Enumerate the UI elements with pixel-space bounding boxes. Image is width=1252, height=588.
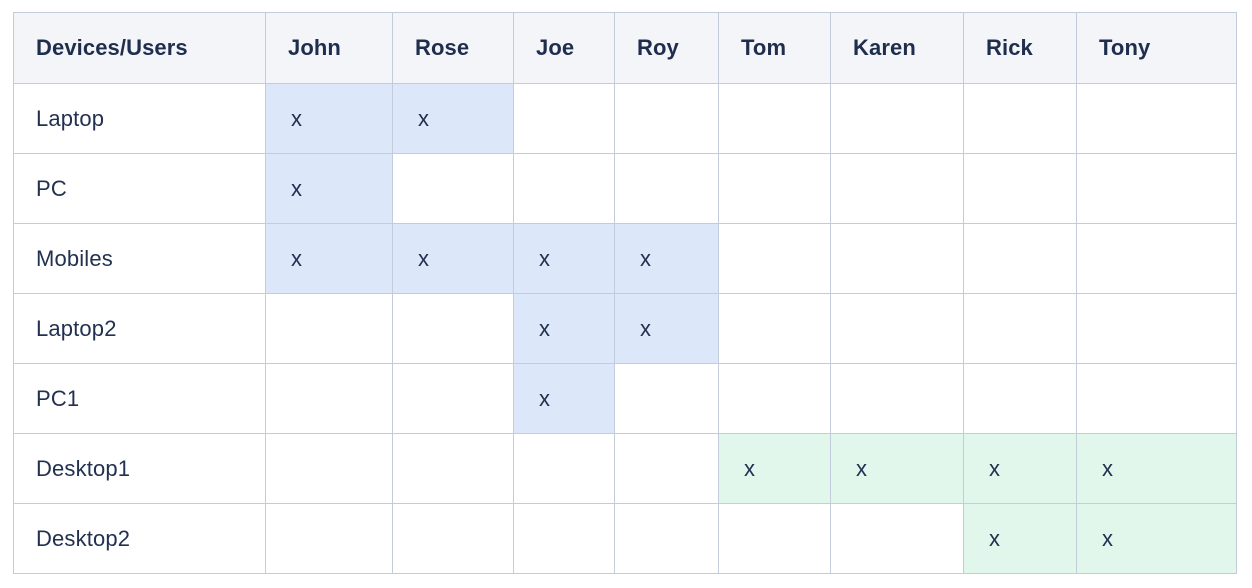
cell-pc1-tony[interactable]: [1076, 363, 1237, 434]
table-header: Devices/Users John Rose Joe Roy Tom Karen Rick T…: [13, 12, 1237, 84]
cell-pc-rick[interactable]: [963, 153, 1077, 224]
cell-pc1-rose[interactable]: [392, 363, 514, 434]
row-header-device[interactable]: Desktop1: [13, 433, 266, 504]
cell-laptop2-rose[interactable]: [392, 293, 514, 364]
cell-desktop2-rose[interactable]: [392, 503, 514, 574]
cell-pc-rose[interactable]: [392, 153, 514, 224]
column-header-roy[interactable]: Roy: [614, 12, 719, 84]
cell-laptop2-joe[interactable]: x: [513, 293, 615, 364]
cell-desktop2-tom[interactable]: [718, 503, 831, 574]
cell-desktop1-joe[interactable]: [513, 433, 615, 504]
cell-laptop-roy[interactable]: [614, 83, 719, 154]
cell-pc-karen[interactable]: [830, 153, 964, 224]
cell-pc1-john[interactable]: [265, 363, 393, 434]
cell-mobiles-tony[interactable]: [1076, 223, 1237, 294]
cell-laptop-john[interactable]: x: [265, 83, 393, 154]
row-header-device[interactable]: Desktop2: [13, 503, 266, 574]
table-row: Laptop x x: [13, 83, 1237, 154]
column-header-tom[interactable]: Tom: [718, 12, 831, 84]
row-header-device[interactable]: PC1: [13, 363, 266, 434]
cell-desktop2-john[interactable]: [265, 503, 393, 574]
cell-desktop1-rick[interactable]: x: [963, 433, 1077, 504]
cell-pc-tony[interactable]: [1076, 153, 1237, 224]
cell-mobiles-rose[interactable]: x: [392, 223, 514, 294]
cell-laptop2-roy[interactable]: x: [614, 293, 719, 364]
cell-desktop1-roy[interactable]: [614, 433, 719, 504]
cell-laptop-karen[interactable]: [830, 83, 964, 154]
table-row: PC1 x: [13, 363, 1237, 434]
table-row: PC x: [13, 153, 1237, 224]
cell-pc-roy[interactable]: [614, 153, 719, 224]
cell-mobiles-john[interactable]: x: [265, 223, 393, 294]
cell-mobiles-karen[interactable]: [830, 223, 964, 294]
cell-laptop-tony[interactable]: [1076, 83, 1237, 154]
cell-mobiles-roy[interactable]: x: [614, 223, 719, 294]
table-body: Laptop x x PC x Mobiles x x x x Laptop2 x x PC1 x Deskt…: [13, 83, 1237, 574]
cell-mobiles-joe[interactable]: x: [513, 223, 615, 294]
table-row: Desktop2 x x: [13, 503, 1237, 574]
cell-laptop2-tom[interactable]: [718, 293, 831, 364]
cell-desktop2-karen[interactable]: [830, 503, 964, 574]
header-row: Devices/Users John Rose Joe Roy Tom Karen Rick T…: [13, 12, 1237, 84]
cell-desktop2-tony[interactable]: x: [1076, 503, 1237, 574]
cell-desktop1-rose[interactable]: [392, 433, 514, 504]
cell-desktop2-rick[interactable]: x: [963, 503, 1077, 574]
cell-laptop2-tony[interactable]: [1076, 293, 1237, 364]
cell-desktop2-roy[interactable]: [614, 503, 719, 574]
column-header-joe[interactable]: Joe: [513, 12, 615, 84]
cell-mobiles-rick[interactable]: [963, 223, 1077, 294]
cell-laptop2-john[interactable]: [265, 293, 393, 364]
table-row: Desktop1 x x x x: [13, 433, 1237, 504]
cell-desktop2-joe[interactable]: [513, 503, 615, 574]
row-header-device[interactable]: PC: [13, 153, 266, 224]
row-header-device[interactable]: Laptop2: [13, 293, 266, 364]
column-header-john[interactable]: John: [265, 12, 393, 84]
devices-users-matrix: Devices/Users John Rose Joe Roy Tom Karen Rick T…: [13, 12, 1237, 574]
cell-laptop-rick[interactable]: [963, 83, 1077, 154]
column-header-karen[interactable]: Karen: [830, 12, 964, 84]
cell-pc1-rick[interactable]: [963, 363, 1077, 434]
table-row: Mobiles x x x x: [13, 223, 1237, 294]
row-header-device[interactable]: Mobiles: [13, 223, 266, 294]
cell-desktop1-tom[interactable]: x: [718, 433, 831, 504]
cell-pc1-joe[interactable]: x: [513, 363, 615, 434]
cell-pc-joe[interactable]: [513, 153, 615, 224]
cell-laptop-joe[interactable]: [513, 83, 615, 154]
cell-pc-tom[interactable]: [718, 153, 831, 224]
row-header-device[interactable]: Laptop: [13, 83, 266, 154]
cell-mobiles-tom[interactable]: [718, 223, 831, 294]
cell-pc1-karen[interactable]: [830, 363, 964, 434]
column-header-device[interactable]: Devices/Users: [13, 12, 266, 84]
cell-pc-john[interactable]: x: [265, 153, 393, 224]
cell-desktop1-john[interactable]: [265, 433, 393, 504]
cell-laptop-rose[interactable]: x: [392, 83, 514, 154]
cell-laptop2-karen[interactable]: [830, 293, 964, 364]
cell-desktop1-karen[interactable]: x: [830, 433, 964, 504]
cell-laptop-tom[interactable]: [718, 83, 831, 154]
cell-desktop1-tony[interactable]: x: [1076, 433, 1237, 504]
cell-laptop2-rick[interactable]: [963, 293, 1077, 364]
column-header-tony[interactable]: Tony: [1076, 12, 1237, 84]
table-row: Laptop2 x x: [13, 293, 1237, 364]
cell-pc1-roy[interactable]: [614, 363, 719, 434]
column-header-rick[interactable]: Rick: [963, 12, 1077, 84]
cell-pc1-tom[interactable]: [718, 363, 831, 434]
column-header-rose[interactable]: Rose: [392, 12, 514, 84]
